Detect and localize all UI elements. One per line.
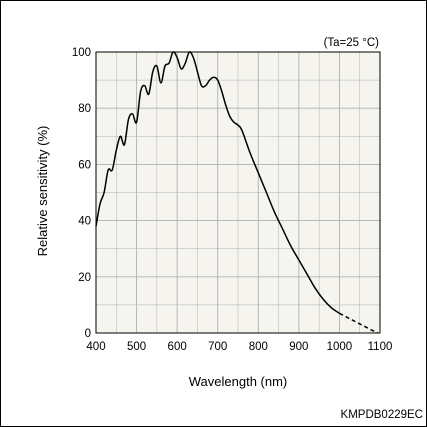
plot-border: [95, 51, 381, 334]
grid-major: [96, 52, 380, 333]
y-tick-labels: 0 20 40 60 80 100: [72, 47, 91, 340]
y-tick-label: 20: [78, 272, 91, 284]
x-tick-label: 400: [86, 341, 105, 353]
x-tick-label: 1100: [368, 341, 393, 353]
x-tick-label: 500: [127, 341, 146, 353]
x-axis-label: Wavelength (nm): [189, 374, 288, 389]
x-tick-label: 600: [168, 341, 187, 353]
grid-minor: [96, 52, 380, 333]
y-axis-label: Relative sensitivity (%): [35, 126, 50, 257]
document-code: KMPDB0229EC: [341, 409, 423, 421]
y-tick-label: 100: [72, 47, 91, 59]
series-layer: [95, 51, 379, 334]
x-tick-label: 900: [289, 341, 308, 353]
y-tick-label: 40: [78, 216, 91, 228]
condition-label: (Ta=25 °C): [324, 37, 380, 49]
sensitivity-curve: [95, 51, 340, 314]
x-tick-label: 700: [208, 341, 227, 353]
x-tick-label: 1000: [327, 341, 353, 353]
y-tick-label: 80: [78, 103, 91, 115]
x-tick-label: 800: [249, 341, 268, 353]
y-tick-label: 0: [85, 328, 91, 340]
sensitivity-curve-dashed: [339, 312, 379, 334]
y-tick-label: 60: [78, 159, 91, 171]
x-tick-labels: 400 500 600 700 800 900 1000 1100: [86, 341, 392, 353]
